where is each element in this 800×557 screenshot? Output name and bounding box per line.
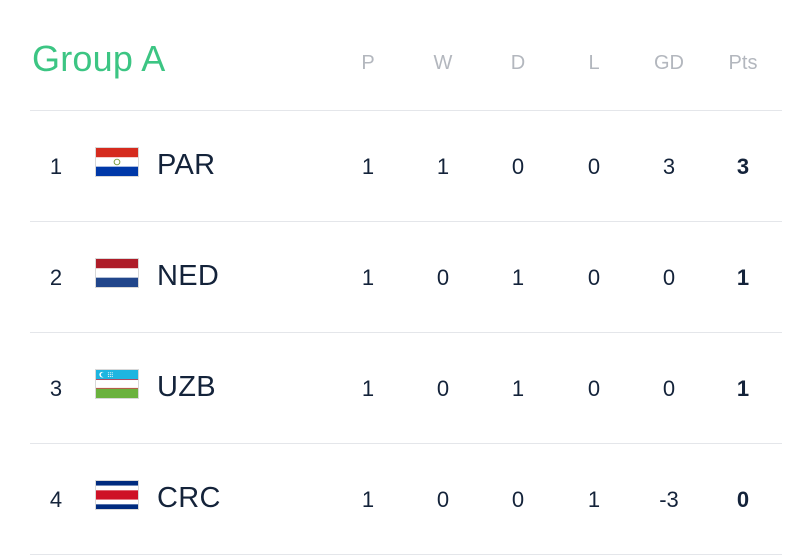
stat-drawn: 0 [511,154,525,179]
stat-lost: 1 [587,487,601,512]
paraguay-flag-icon [95,147,139,177]
position-number: 4 [49,487,63,512]
team-code[interactable]: PAR [157,149,216,181]
group-title: Group A [32,38,166,79]
stat-goal-difference: 0 [662,376,676,401]
column-header-won: W [433,52,453,74]
stat-won: 0 [436,376,450,401]
table-header: Group A P W D L GD Pts [0,0,800,110]
row-divider [30,110,782,111]
position-number: 2 [49,265,63,290]
team-code[interactable]: UZB [157,371,216,403]
costa-rica-flag-icon [95,480,139,510]
table-row[interactable]: 2 NED 1 0 1 0 0 1 [0,222,800,332]
table-row[interactable]: 1 PAR 1 1 0 0 3 3 [0,111,800,221]
table-row[interactable]: 3 UZB 1 0 1 0 0 1 [0,333,800,443]
column-header-played: P [361,52,375,74]
column-header-goal-difference: GD [654,52,684,74]
stat-drawn: 1 [511,376,525,401]
position-number: 1 [49,154,63,179]
stat-lost: 0 [587,154,601,179]
stat-points: 1 [736,376,750,401]
row-divider [30,221,782,222]
stat-drawn: 0 [511,487,525,512]
stat-won: 0 [436,487,450,512]
table-row[interactable]: 4 CRC 1 0 0 1 -3 0 [0,444,800,554]
stat-played: 1 [361,265,375,290]
column-header-points: Pts [728,52,758,74]
uzbekistan-flag-icon [95,369,139,399]
row-divider [30,554,782,555]
team-code[interactable]: NED [157,260,220,292]
stat-played: 1 [361,487,375,512]
column-header-lost: L [588,52,600,74]
stat-lost: 0 [587,265,601,290]
team-code[interactable]: CRC [157,482,221,514]
stat-goal-difference: 0 [662,265,676,290]
position-number: 3 [49,376,63,401]
stat-played: 1 [361,154,375,179]
row-divider [30,332,782,333]
row-divider [30,443,782,444]
stat-lost: 0 [587,376,601,401]
stat-drawn: 1 [511,265,525,290]
stat-points: 1 [736,265,750,290]
stat-points: 3 [736,154,750,179]
column-header-drawn: D [510,52,526,74]
stat-goal-difference: -3 [659,487,679,512]
stat-played: 1 [361,376,375,401]
stat-won: 1 [436,154,450,179]
stat-points: 0 [736,487,750,512]
stat-goal-difference: 3 [662,154,676,179]
stat-won: 0 [436,265,450,290]
netherlands-flag-icon [95,258,139,288]
